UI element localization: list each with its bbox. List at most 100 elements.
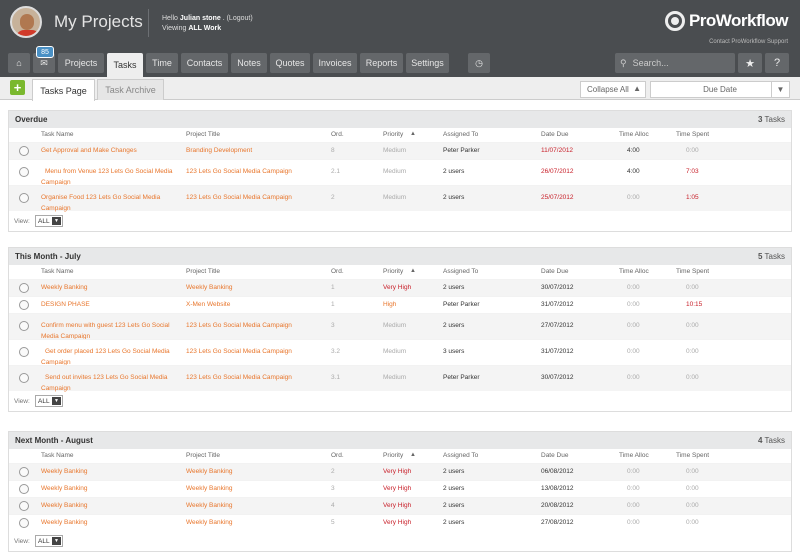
sort-select[interactable]: Due Date ▼ (650, 81, 790, 98)
column-header[interactable]: Task Name (41, 131, 74, 138)
table-row[interactable]: Get Approval and Make Changes Branding De… (9, 142, 791, 159)
project-title-link[interactable]: Weekly Banking (186, 519, 233, 526)
task-name-link[interactable]: Weekly Banking (41, 485, 88, 492)
task-name-link[interactable]: Get Approval and Make Changes (41, 147, 137, 154)
task-name-link[interactable]: Weekly Banking (41, 468, 88, 475)
task-name-link-cont[interactable]: Campaign (41, 205, 71, 212)
task-select-radio[interactable] (19, 501, 29, 511)
task-select-radio[interactable] (19, 283, 29, 293)
column-header[interactable]: Assigned To (443, 131, 479, 138)
task-select-radio[interactable] (19, 300, 29, 310)
column-header[interactable]: Priority (383, 268, 404, 275)
task-name-link[interactable]: Weekly Banking (41, 284, 88, 291)
task-name-link-cont[interactable]: Campaign (41, 385, 71, 392)
timer-button[interactable]: ◷ (468, 53, 490, 73)
viewing-value[interactable]: ALL Work (188, 25, 222, 32)
nav-tab-settings[interactable]: Settings (406, 53, 449, 73)
tab-task-archive[interactable]: Task Archive (97, 79, 164, 100)
assigned-to-value[interactable]: Peter Parker (443, 147, 480, 154)
section-header[interactable]: Overdue 3 Tasks (9, 111, 791, 128)
messages-button[interactable]: ✉ (33, 53, 55, 73)
assigned-to-value[interactable]: 2 users (443, 194, 465, 201)
task-select-radio[interactable] (19, 167, 29, 177)
nav-tab-contacts[interactable]: Contacts (181, 53, 228, 73)
table-row[interactable]: Weekly Banking Weekly Banking 4 Very High 2 … (9, 497, 791, 514)
table-row[interactable]: Send out invites 123 Lets Go Social Medi… (9, 365, 791, 392)
column-header[interactable]: Project Title (186, 268, 220, 275)
task-name-link[interactable]: Organise Food 123 Lets Go Social Media (41, 194, 161, 201)
column-header[interactable]: Assigned To (443, 268, 479, 275)
column-header[interactable]: Ord. (331, 452, 344, 459)
section-header[interactable]: Next Month - August 4 Tasks (9, 432, 791, 449)
section-header[interactable]: This Month - July 5 Tasks (9, 248, 791, 265)
assigned-to-value[interactable]: 2 users (443, 322, 465, 329)
table-row[interactable]: Weekly Banking Weekly Banking 2 Very High 2 … (9, 463, 791, 480)
nav-tab-tasks[interactable]: Tasks (107, 53, 143, 77)
collapse-all-select[interactable]: Collapse All ▲ (580, 81, 646, 98)
assigned-to-value[interactable]: 3 users (443, 348, 465, 355)
table-row[interactable]: Menu from Venue 123 Lets Go Social Media… (9, 159, 791, 186)
support-link[interactable]: Contact ProWorkflow Support (709, 39, 788, 45)
assigned-to-value[interactable]: 2 users (443, 468, 465, 475)
task-name-link[interactable]: Get order placed 123 Lets Go Social Medi… (45, 348, 170, 355)
task-name-link-cont[interactable]: Media Campaign (41, 333, 91, 340)
table-row[interactable]: Weekly Banking Weekly Banking 1 Very High 2 … (9, 279, 791, 296)
task-name-link[interactable]: Weekly Banking (41, 502, 88, 509)
table-row[interactable]: Confirm menu with guest 123 Lets Go Soci… (9, 313, 791, 340)
assigned-to-value[interactable]: Peter Parker (443, 301, 480, 308)
column-header[interactable]: Time Spent (676, 268, 709, 275)
project-title-link[interactable]: 123 Lets Go Social Media Campaign (186, 194, 292, 201)
task-select-radio[interactable] (19, 484, 29, 494)
tab-tasks-page[interactable]: Tasks Page (32, 79, 95, 101)
assigned-to-value[interactable]: 2 users (443, 168, 465, 175)
column-header[interactable]: Priority (383, 452, 404, 459)
nav-tab-projects[interactable]: Projects (58, 53, 104, 73)
column-header[interactable]: Task Name (41, 452, 74, 459)
project-title-link[interactable]: Branding Development (186, 147, 253, 154)
column-header[interactable]: Date Due (541, 131, 569, 138)
column-header[interactable]: Date Due (541, 268, 569, 275)
view-select[interactable]: ALL ▼ (35, 215, 63, 227)
project-title-link[interactable]: Weekly Banking (186, 502, 233, 509)
project-title-link[interactable]: Weekly Banking (186, 468, 233, 475)
nav-tab-notes[interactable]: Notes (231, 53, 267, 73)
project-title-link[interactable]: 123 Lets Go Social Media Campaign (186, 322, 292, 329)
table-row[interactable]: Weekly Banking Weekly Banking 5 Very High 2 … (9, 514, 791, 531)
nav-tab-invoices[interactable]: Invoices (313, 53, 357, 73)
favorites-button[interactable]: ★ (738, 53, 762, 73)
task-name-link[interactable]: Send out invites 123 Lets Go Social Medi… (45, 374, 168, 381)
help-button[interactable]: ? (765, 53, 789, 73)
assigned-to-value[interactable]: 2 users (443, 284, 465, 291)
nav-tab-time[interactable]: Time (146, 53, 178, 73)
home-button[interactable]: ⌂ (8, 53, 30, 73)
table-row[interactable]: Organise Food 123 Lets Go Social Media Ca… (9, 185, 791, 212)
table-row[interactable]: DESIGN PHASE X-Men Website 1 High Peter Park… (9, 296, 791, 313)
column-header[interactable]: Date Due (541, 452, 569, 459)
logout-link[interactable]: . (Logout) (222, 15, 253, 22)
add-task-button[interactable]: + (10, 80, 25, 95)
column-header[interactable]: Time Alloc (619, 131, 649, 138)
assigned-to-value[interactable]: 2 users (443, 502, 465, 509)
column-header[interactable]: Time Alloc (619, 452, 649, 459)
task-select-radio[interactable] (19, 347, 29, 357)
task-select-radio[interactable] (19, 321, 29, 331)
table-row[interactable]: Weekly Banking Weekly Banking 3 Very High 2 … (9, 480, 791, 497)
nav-tab-quotes[interactable]: Quotes (270, 53, 310, 73)
column-header[interactable]: Ord. (331, 268, 344, 275)
assigned-to-value[interactable]: 2 users (443, 485, 465, 492)
column-header[interactable]: Time Spent (676, 452, 709, 459)
task-name-link[interactable]: DESIGN PHASE (41, 301, 90, 308)
column-header[interactable]: Task Name (41, 268, 74, 275)
table-row[interactable]: Get order placed 123 Lets Go Social Medi… (9, 339, 791, 366)
task-select-radio[interactable] (19, 193, 29, 203)
project-title-link[interactable]: Weekly Banking (186, 284, 233, 291)
project-title-link[interactable]: 123 Lets Go Social Media Campaign (186, 348, 292, 355)
column-header[interactable]: Project Title (186, 131, 220, 138)
nav-tab-reports[interactable]: Reports (360, 53, 403, 73)
view-select[interactable]: ALL ▼ (35, 395, 63, 407)
task-name-link[interactable]: Confirm menu with guest 123 Lets Go Soci… (41, 322, 170, 329)
task-name-link-cont[interactable]: Campaign (41, 359, 71, 366)
column-header[interactable]: Assigned To (443, 452, 479, 459)
task-name-link-cont[interactable]: Campaign (41, 179, 71, 186)
project-title-link[interactable]: 123 Lets Go Social Media Campaign (186, 168, 292, 175)
